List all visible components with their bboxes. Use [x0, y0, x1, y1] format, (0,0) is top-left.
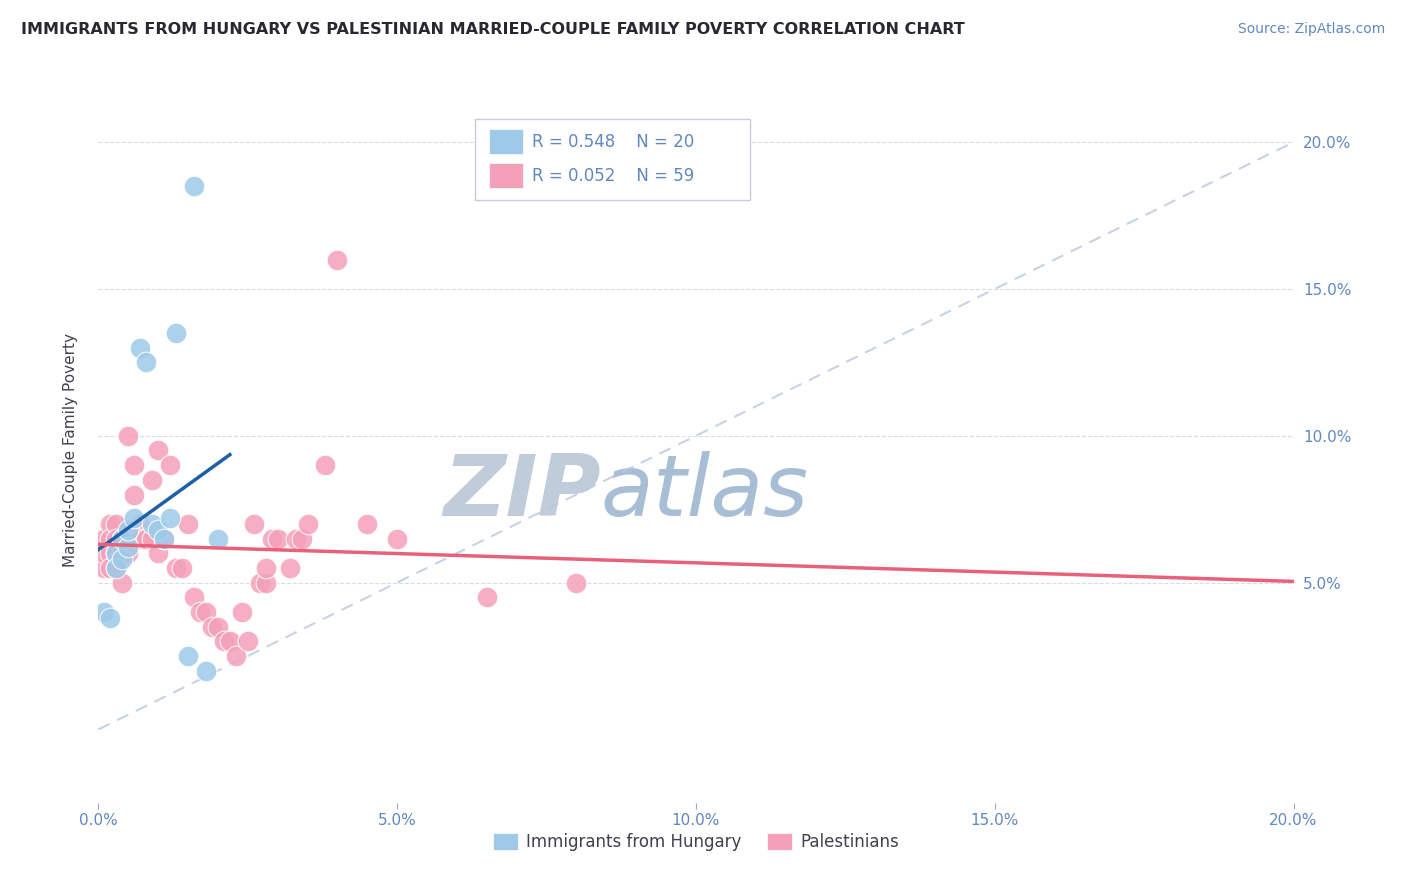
Point: [207, 619, 229, 633]
Point: [93, 605, 115, 619]
Text: R = 0.548    N = 20: R = 0.548 N = 20: [533, 133, 695, 151]
Point: [195, 605, 218, 619]
Point: [124, 487, 146, 501]
Text: atlas: atlas: [600, 451, 808, 534]
Point: [254, 575, 277, 590]
Point: [153, 532, 176, 546]
Text: ZIP: ZIP: [443, 451, 600, 534]
Point: [278, 561, 301, 575]
Point: [105, 561, 128, 575]
Point: [159, 511, 181, 525]
Y-axis label: Married-Couple Family Poverty: Married-Couple Family Poverty: [63, 334, 77, 567]
Point: [475, 591, 498, 605]
Point: [129, 516, 152, 531]
Point: [111, 552, 134, 566]
Point: [135, 532, 157, 546]
Point: [315, 458, 337, 472]
Text: IMMIGRANTS FROM HUNGARY VS PALESTINIAN MARRIED-COUPLE FAMILY POVERTY CORRELATION: IMMIGRANTS FROM HUNGARY VS PALESTINIAN M…: [21, 22, 965, 37]
Point: [129, 341, 152, 355]
Point: [297, 516, 319, 531]
Text: Source: ZipAtlas.com: Source: ZipAtlas.com: [1237, 22, 1385, 37]
Point: [188, 605, 211, 619]
Point: [98, 532, 122, 546]
Point: [93, 546, 115, 560]
Point: [141, 516, 163, 531]
Point: [385, 532, 409, 546]
Point: [141, 473, 163, 487]
Point: [249, 575, 271, 590]
Point: [219, 634, 242, 648]
Point: [148, 546, 170, 560]
Point: [111, 532, 134, 546]
Point: [356, 516, 378, 531]
Point: [254, 561, 277, 575]
Point: [98, 561, 122, 575]
Point: [105, 561, 128, 575]
Text: R = 0.052    N = 59: R = 0.052 N = 59: [533, 167, 695, 185]
Point: [153, 532, 176, 546]
Point: [117, 429, 139, 443]
Point: [177, 648, 200, 663]
Point: [565, 575, 588, 590]
Point: [201, 619, 224, 633]
Point: [148, 523, 170, 537]
Point: [183, 179, 205, 194]
Point: [117, 546, 139, 560]
Point: [93, 561, 115, 575]
Point: [105, 546, 128, 560]
Point: [243, 516, 266, 531]
Point: [124, 458, 146, 472]
Point: [98, 516, 122, 531]
Point: [117, 541, 139, 555]
Point: [135, 355, 157, 369]
Point: [172, 561, 194, 575]
Point: [165, 561, 187, 575]
Point: [117, 523, 139, 537]
Point: [183, 591, 205, 605]
Point: [165, 326, 187, 340]
Point: [98, 611, 122, 625]
Point: [135, 532, 157, 546]
Point: [236, 634, 259, 648]
Point: [98, 546, 122, 560]
Point: [124, 511, 146, 525]
Point: [225, 648, 247, 663]
Point: [111, 575, 134, 590]
Point: [267, 532, 290, 546]
Point: [129, 532, 152, 546]
Legend: Immigrants from Hungary, Palestinians: Immigrants from Hungary, Palestinians: [486, 826, 905, 858]
Point: [159, 458, 181, 472]
Point: [111, 546, 134, 560]
Point: [207, 532, 229, 546]
Point: [212, 634, 235, 648]
Point: [93, 532, 115, 546]
Point: [231, 605, 253, 619]
Point: [111, 532, 134, 546]
FancyBboxPatch shape: [475, 120, 749, 201]
Point: [105, 532, 128, 546]
Point: [260, 532, 283, 546]
Point: [105, 546, 128, 560]
Point: [291, 532, 314, 546]
FancyBboxPatch shape: [489, 163, 523, 188]
Point: [177, 516, 200, 531]
FancyBboxPatch shape: [489, 129, 523, 154]
Point: [195, 664, 218, 678]
Point: [117, 532, 139, 546]
Point: [148, 443, 170, 458]
Point: [105, 546, 128, 560]
Point: [326, 252, 349, 267]
Point: [141, 532, 163, 546]
Point: [284, 532, 307, 546]
Point: [105, 516, 128, 531]
